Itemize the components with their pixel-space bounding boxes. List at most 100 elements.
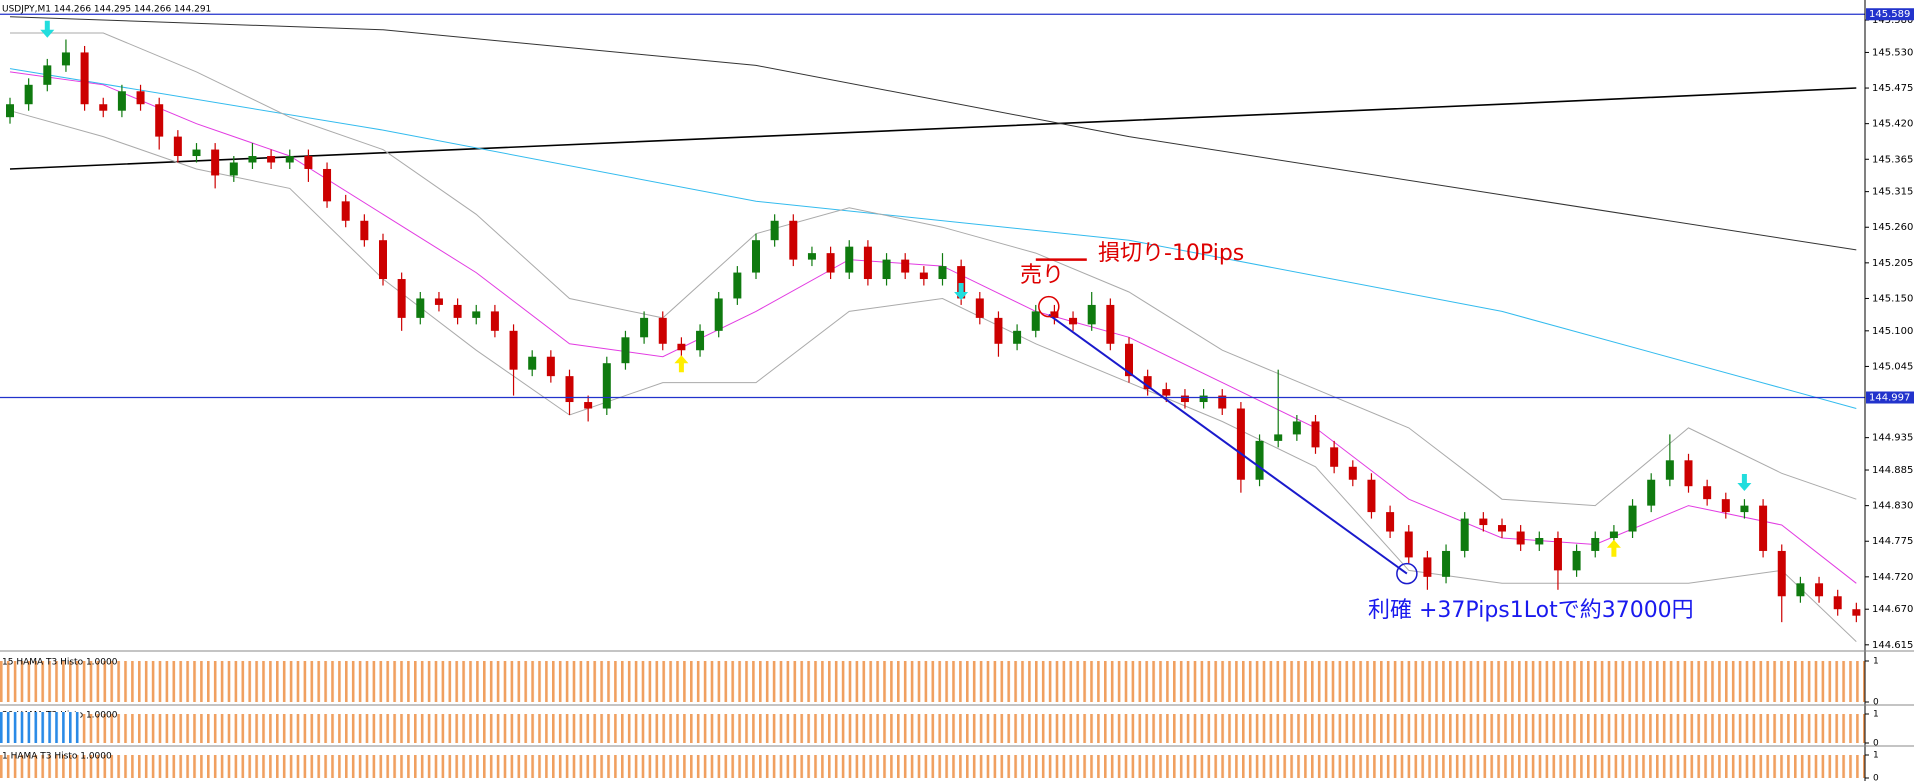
candle-body bbox=[248, 156, 257, 163]
candle-body bbox=[528, 356, 537, 370]
candle-body bbox=[602, 363, 611, 409]
signal-arrow bbox=[674, 355, 689, 373]
candle-body bbox=[1292, 421, 1301, 435]
candle-body bbox=[1442, 550, 1451, 577]
candle-body bbox=[1535, 537, 1544, 545]
annotation-profit: 利確 +37Pips1Lotで約37000円 bbox=[1368, 598, 1694, 623]
candle-body bbox=[696, 330, 705, 351]
candle-body bbox=[229, 162, 238, 176]
histogram-highlight bbox=[0, 712, 80, 743]
y-tick-label: 144.885 bbox=[1872, 465, 1913, 476]
candle-body bbox=[714, 298, 723, 331]
subwindow-label: 1 HAMA T3 Histo 1.0000 bbox=[2, 752, 112, 762]
price-label-bg bbox=[1866, 8, 1914, 21]
candle-body bbox=[565, 376, 574, 403]
candle-body bbox=[863, 246, 872, 280]
candle-body bbox=[1721, 499, 1730, 513]
candle-body bbox=[1087, 304, 1096, 325]
candle-body bbox=[1591, 537, 1600, 551]
candle-body bbox=[621, 337, 630, 364]
candle-body bbox=[807, 253, 816, 260]
candle-body bbox=[1162, 389, 1171, 396]
y-tick-label: 144.615 bbox=[1872, 640, 1913, 651]
y-tick-label: 145.530 bbox=[1872, 47, 1913, 58]
candle-body bbox=[1460, 518, 1469, 551]
y-tick-label: 145.260 bbox=[1872, 222, 1913, 233]
candle-body bbox=[957, 266, 966, 299]
candle-body bbox=[173, 136, 182, 157]
candle-body bbox=[1759, 505, 1768, 551]
candle-body bbox=[1572, 550, 1581, 571]
y-tick-label: 1 bbox=[1873, 657, 1879, 667]
candle-body bbox=[397, 279, 406, 318]
candle-body bbox=[80, 52, 89, 105]
y-tick-label: 0 bbox=[1873, 774, 1879, 781]
candle-body bbox=[1777, 550, 1786, 597]
candle-body bbox=[61, 52, 70, 66]
candle-body bbox=[1423, 557, 1432, 577]
candle-body bbox=[99, 104, 108, 111]
candle-body bbox=[360, 220, 369, 241]
candle-body bbox=[1479, 518, 1488, 526]
y-tick-label: 145.045 bbox=[1872, 361, 1913, 372]
candle-body bbox=[938, 266, 947, 280]
candle-body bbox=[733, 272, 742, 299]
y-tick-label: 1 bbox=[1873, 710, 1879, 720]
histogram bbox=[0, 661, 1865, 702]
signal-arrow bbox=[1606, 539, 1621, 557]
y-tick-label: 145.315 bbox=[1872, 187, 1913, 198]
signal-arrow bbox=[1737, 474, 1752, 491]
candle-body bbox=[975, 298, 984, 318]
candle-body bbox=[1106, 304, 1115, 344]
indicator-line bbox=[9, 68, 1857, 409]
plot-layer: 15 HAMA T3 Histo 1.00000130 HAMA T3 Hist… bbox=[0, 8, 1914, 781]
candle-body bbox=[770, 220, 779, 241]
candle-body bbox=[1069, 317, 1078, 325]
price-label-bg bbox=[1866, 391, 1914, 404]
y-tick-label: 144.670 bbox=[1872, 604, 1913, 615]
candle-body bbox=[323, 168, 332, 202]
y-tick-label: 0 bbox=[1873, 739, 1879, 749]
candle-body bbox=[1311, 421, 1320, 448]
candle-body bbox=[882, 259, 891, 280]
signal-arrow bbox=[40, 20, 55, 38]
candle-body bbox=[584, 402, 593, 409]
exit-marker bbox=[1396, 562, 1418, 585]
candle-body bbox=[901, 259, 910, 273]
candle-body bbox=[1553, 537, 1562, 571]
candle-body bbox=[826, 253, 835, 273]
indicator-line bbox=[9, 110, 1857, 642]
candle-body bbox=[1348, 466, 1357, 480]
y-tick-label: 145.420 bbox=[1872, 119, 1913, 130]
candle-body bbox=[453, 304, 462, 318]
candle-body bbox=[1815, 583, 1824, 597]
candle-body bbox=[1255, 440, 1264, 480]
candle-body bbox=[1013, 330, 1022, 344]
chart-header: USDJPY,M1 144.266 144.295 144.266 144.29… bbox=[2, 5, 211, 15]
candle-body bbox=[24, 84, 33, 105]
candle-body bbox=[1647, 479, 1656, 506]
candle-body bbox=[267, 156, 276, 163]
candle-body bbox=[155, 104, 164, 137]
candle-body bbox=[136, 91, 145, 105]
candle-body bbox=[192, 149, 201, 157]
annotation-stop: 損切り-10Pips bbox=[1098, 241, 1244, 266]
indicator-line bbox=[9, 16, 1857, 251]
y-tick-label: 144.830 bbox=[1872, 501, 1913, 512]
annotation-sell: 売り bbox=[1020, 263, 1064, 288]
y-tick-label: 145.365 bbox=[1872, 154, 1913, 165]
y-tick-label: 144.935 bbox=[1872, 433, 1913, 444]
candle-body bbox=[919, 272, 928, 280]
candle-body bbox=[1740, 505, 1749, 513]
candle-body bbox=[285, 156, 294, 163]
candle-body bbox=[379, 240, 387, 280]
entry-marker bbox=[1038, 295, 1060, 318]
candle-body bbox=[434, 298, 443, 305]
y-tick-label: 144.720 bbox=[1872, 572, 1913, 583]
y-tick-label: 1 bbox=[1873, 751, 1879, 761]
candle-body bbox=[490, 311, 499, 331]
candle-body bbox=[117, 91, 126, 111]
candle-body bbox=[1852, 609, 1861, 616]
candle-body bbox=[472, 311, 481, 318]
